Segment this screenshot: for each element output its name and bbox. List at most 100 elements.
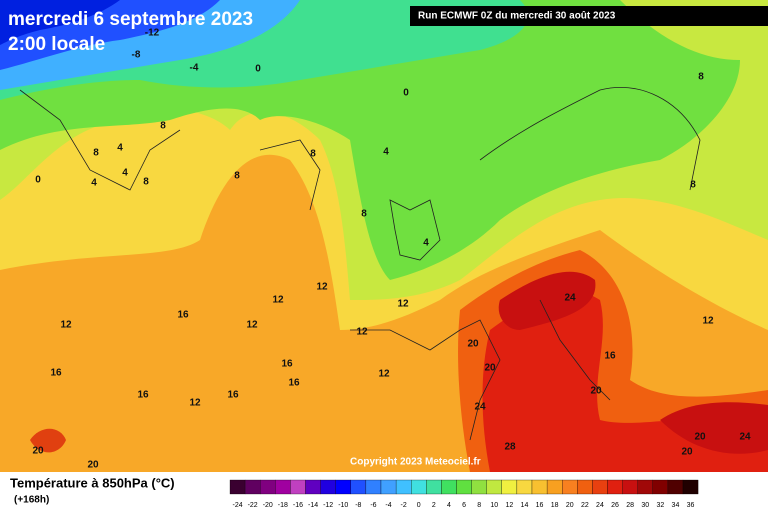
scale-swatch	[682, 479, 699, 495]
contour-label: 4	[117, 143, 123, 154]
scale-label: -6	[370, 502, 376, 509]
contour-label: 12	[246, 320, 258, 331]
scale-label: 28	[626, 502, 634, 509]
scale-swatch	[622, 479, 638, 495]
scale-label: -12	[323, 502, 333, 509]
forecast-lead: (+168h)	[14, 495, 49, 506]
scale-label: 14	[521, 502, 529, 509]
scale-label: 22	[581, 502, 589, 509]
contour-label: 16	[288, 378, 300, 389]
scale-label: 18	[551, 502, 559, 509]
legend-title: Température à 850hPa (°C)	[10, 475, 175, 490]
scale-swatch	[562, 479, 578, 495]
contour-label: -8	[132, 50, 141, 61]
scale-swatch	[290, 479, 306, 495]
scale-label: -14	[308, 502, 318, 509]
scale-label: -18	[278, 502, 288, 509]
scale-swatch	[426, 479, 442, 495]
contour-label: 24	[474, 402, 486, 413]
scale-swatch	[244, 479, 261, 495]
contour-label: 8	[234, 171, 240, 182]
scale-label: 30	[641, 502, 649, 509]
scale-swatch	[395, 479, 412, 495]
copyright: Copyright 2023 Meteociel.fr	[350, 457, 481, 468]
scale-swatch	[305, 479, 321, 495]
contour-label: 16	[227, 390, 239, 401]
scale-label: -22	[248, 502, 258, 509]
coastlines	[19, 87, 701, 441]
scale-label: 24	[596, 502, 604, 509]
scale-swatch	[471, 479, 487, 495]
scale-label: -16	[293, 502, 303, 509]
scale-swatch	[275, 479, 291, 495]
scale-swatch	[637, 479, 653, 495]
scale-label: -10	[338, 502, 348, 509]
scale-label: 34	[672, 502, 680, 509]
contour-label: 12	[378, 369, 390, 380]
contour-label: -12	[145, 28, 160, 39]
scale-label: 20	[566, 502, 574, 509]
scale-swatch	[486, 479, 502, 495]
contour-label: 8	[93, 148, 99, 159]
contour-label: 0	[35, 175, 41, 186]
scale-label: 2	[432, 502, 436, 509]
scale-label: 16	[536, 502, 544, 509]
contour-label: 4	[423, 238, 429, 249]
contour-label: 16	[50, 368, 62, 379]
contour-label: 24	[564, 293, 576, 304]
contour-label: 12	[356, 327, 368, 338]
contour-label: 16	[281, 359, 293, 370]
contour-label: 8	[361, 209, 367, 220]
contour-label: 0	[403, 88, 409, 99]
scale-swatch	[260, 479, 276, 495]
scale-label: 0	[417, 502, 421, 509]
scale-label: -8	[355, 502, 361, 509]
contour-label: 20	[32, 446, 44, 457]
scale-swatch	[652, 479, 669, 495]
run-info: Run ECMWF 0Z du mercredi 30 août 2023	[418, 11, 616, 22]
scale-label: 26	[611, 502, 619, 509]
scale-swatch	[592, 479, 608, 495]
scale-label: -20	[263, 502, 273, 509]
scale-label: -24	[232, 502, 242, 509]
contour-label: 20	[694, 432, 706, 443]
contour-label: 20	[467, 339, 479, 350]
contour-label: 8	[698, 72, 704, 83]
valid-date: mercredi 6 septembre 2023	[8, 9, 253, 30]
contour-label: 12	[272, 295, 284, 306]
scale-label: -2	[401, 502, 407, 509]
contour-label: 16	[177, 310, 189, 321]
scale-swatch	[335, 479, 351, 495]
scale-label: 8	[477, 502, 481, 509]
scale-swatch	[229, 479, 246, 495]
scale-label: 6	[462, 502, 466, 509]
scale-swatch	[546, 479, 563, 495]
scale-swatch	[607, 479, 623, 495]
scale-swatch	[667, 479, 684, 495]
contour-label: 20	[681, 447, 693, 458]
scale-swatch	[577, 479, 593, 495]
contour-label: 28	[504, 442, 516, 453]
run-bar	[410, 6, 768, 26]
contour-label: 8	[143, 177, 149, 188]
scale-swatch	[516, 479, 533, 495]
contour-label: 0	[255, 64, 261, 75]
contour-label: 20	[87, 460, 99, 471]
contour-label: 12	[60, 320, 72, 331]
scale-label: 12	[505, 502, 513, 509]
scale-label: 4	[447, 502, 451, 509]
contour-label: 4	[122, 168, 128, 179]
scale-label: 10	[490, 502, 498, 509]
scale-label: -4	[385, 502, 391, 509]
contour-label: 12	[316, 282, 328, 293]
contour-label: 12	[702, 316, 714, 327]
valid-time: 2:00 locale	[8, 34, 105, 55]
contour-label: 24	[739, 432, 751, 443]
scale-swatch	[531, 479, 548, 495]
scale-label: 32	[656, 502, 664, 509]
color-scale: -24 -22 -20 -18 -16 -14 -12 -10 -8 -6 -4 -2 0 2 4 6 8 10 1…	[229, 479, 699, 509]
scale-swatch	[411, 479, 427, 495]
contour-label: 12	[189, 398, 201, 409]
scale-swatch	[350, 479, 367, 495]
